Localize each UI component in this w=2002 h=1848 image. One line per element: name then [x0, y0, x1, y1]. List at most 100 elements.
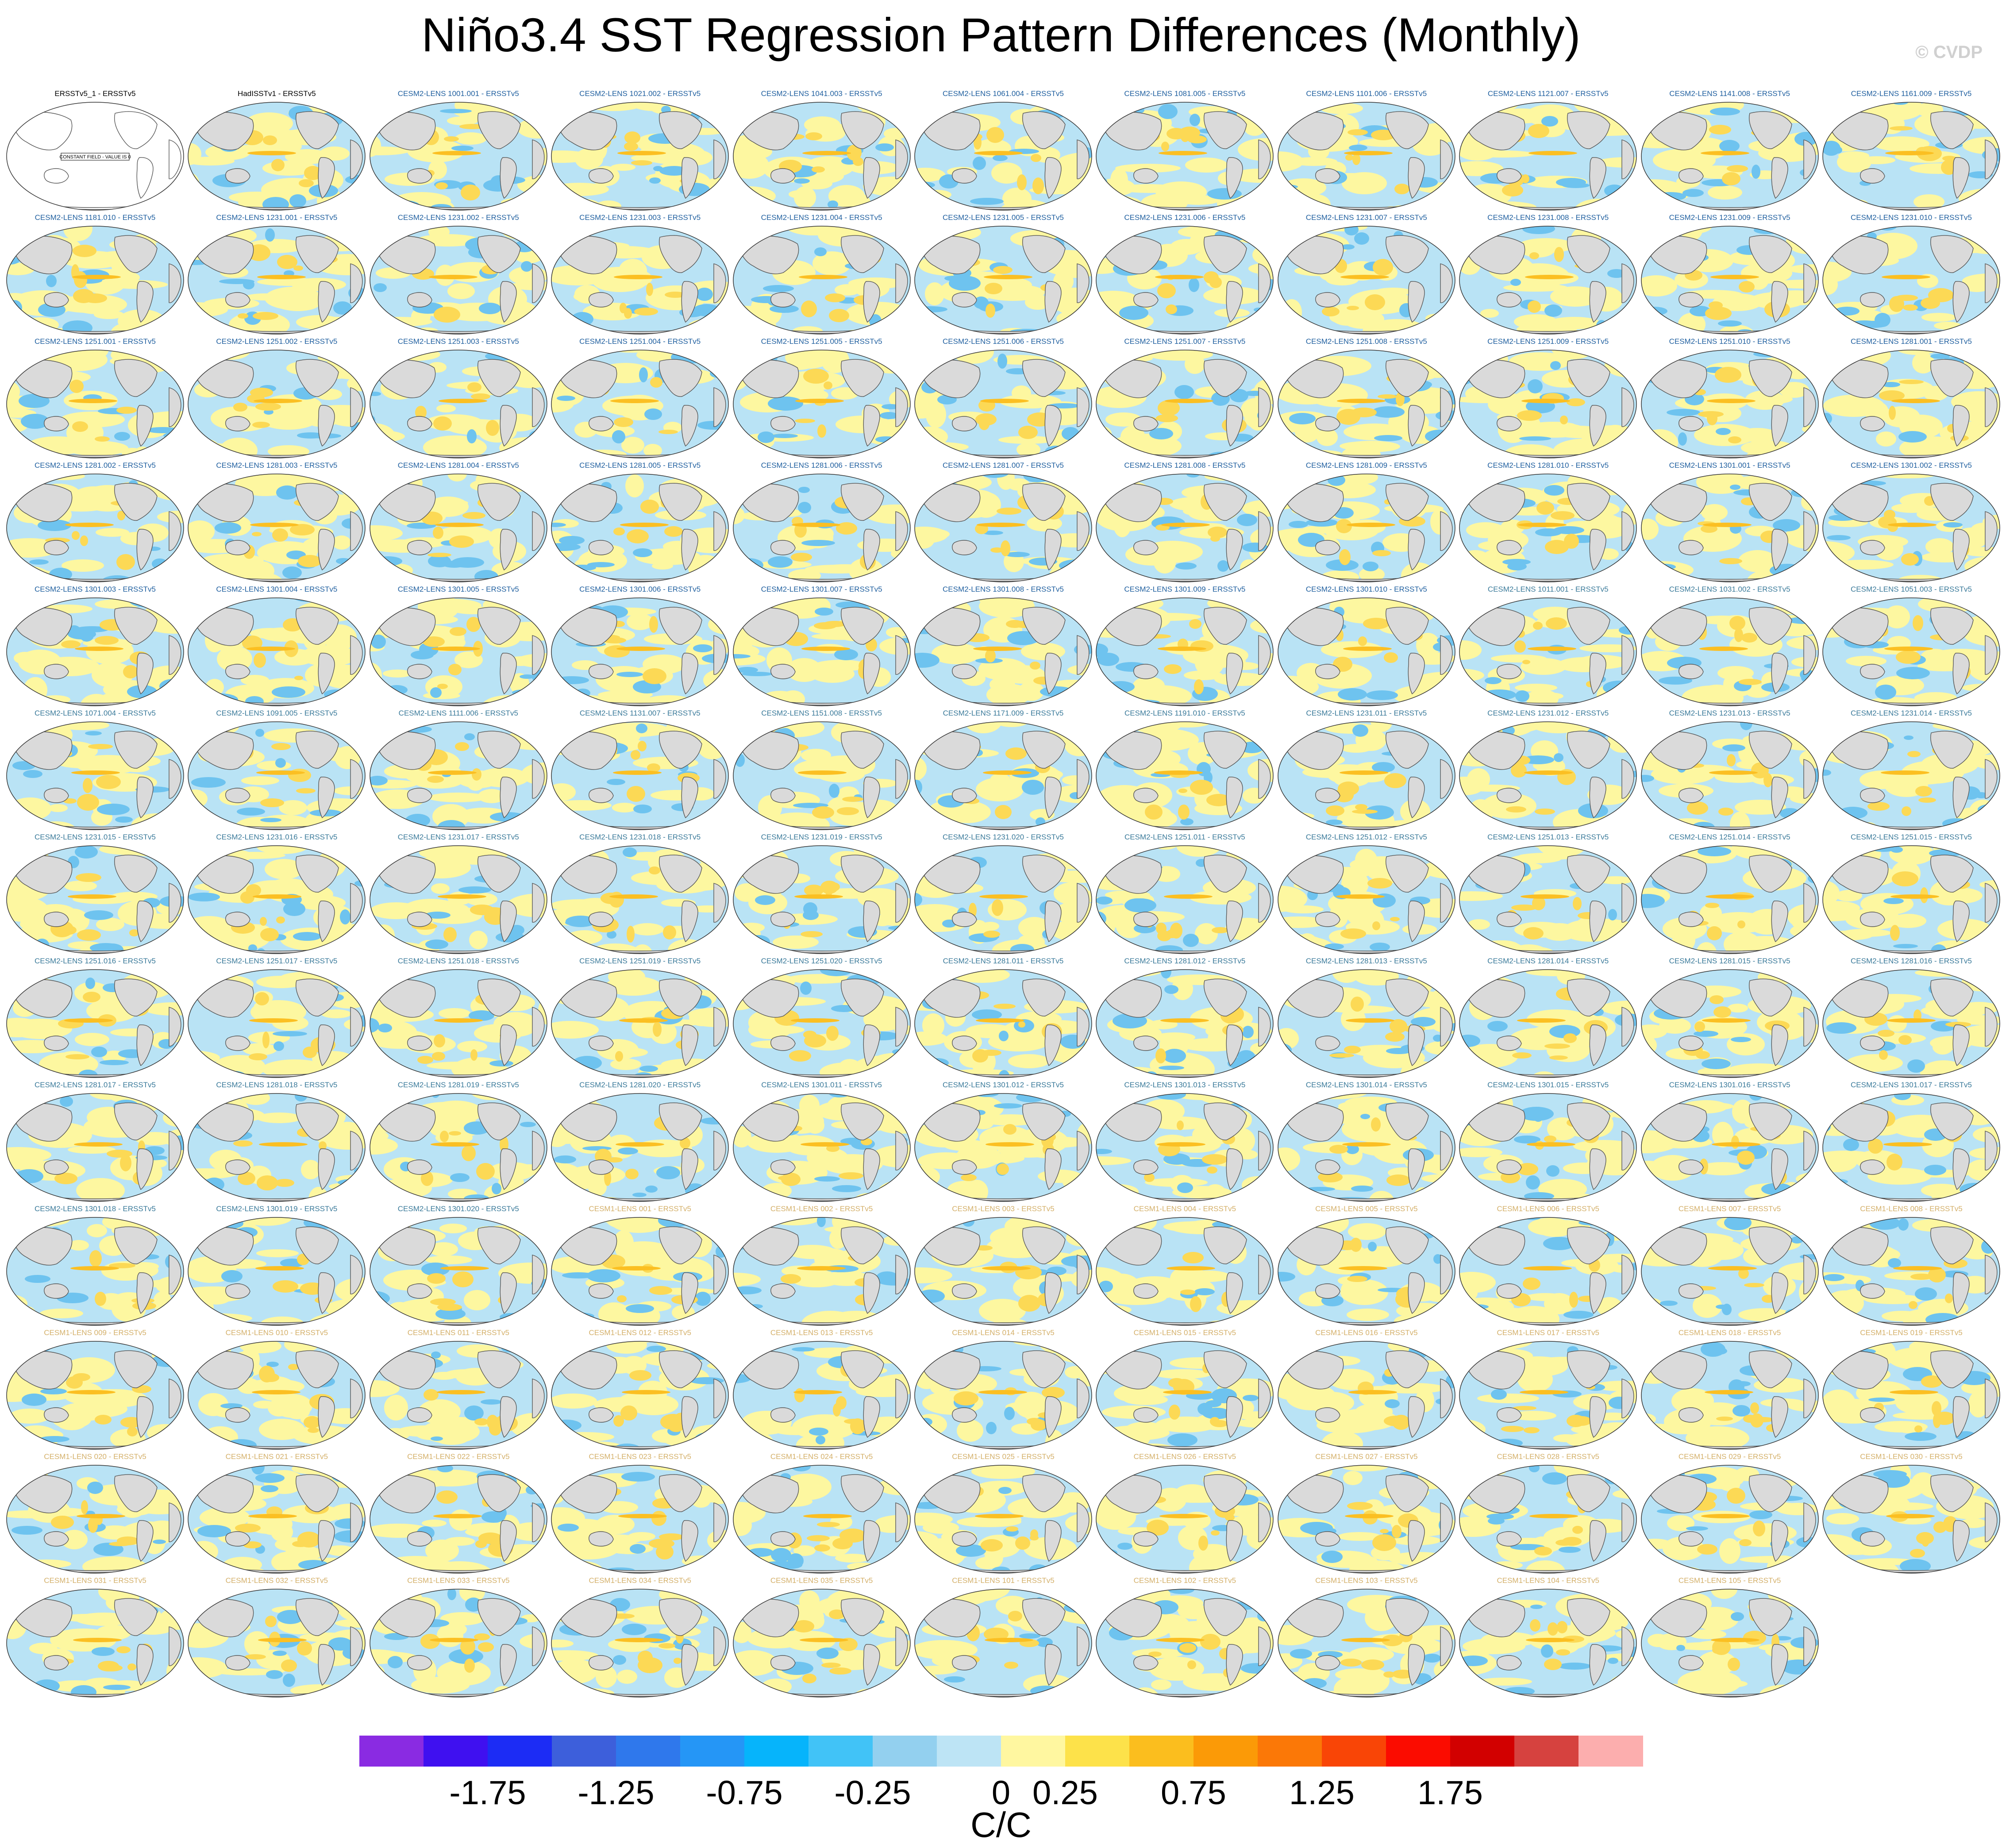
sst-difference-map	[549, 1215, 731, 1328]
australia-landmass	[407, 168, 432, 184]
australia-landmass	[44, 168, 69, 184]
panel-title: CESM2-LENS 1051.003 - ERSSTv5	[1850, 585, 1972, 593]
south-america-landmass	[1408, 1644, 1425, 1686]
map-panel: CESM2-LENS 1281.016 - ERSSTv5	[1821, 956, 2002, 1080]
panel-title: CESM2-LENS 1231.004 - ERSSTv5	[761, 213, 882, 222]
panel-title: CESM2-LENS 1301.011 - ERSSTv5	[761, 1081, 882, 1089]
sst-difference-map	[4, 1587, 186, 1699]
africa-landmass	[532, 1626, 545, 1666]
australia-landmass	[407, 416, 432, 431]
map-panel: CESM2-LENS 1101.006 - ERSSTv5	[1276, 89, 1457, 212]
sst-difference-map	[1094, 1215, 1275, 1328]
panel-title: CESM2-LENS 1231.002 - ERSSTv5	[397, 213, 519, 222]
map-panel: CESM2-LENS 1281.012 - ERSSTv5	[1094, 956, 1275, 1080]
south-america-landmass	[1952, 1148, 1970, 1190]
south-america-landmass	[136, 1024, 154, 1066]
australia-landmass	[589, 912, 614, 927]
north-america-landmass	[1748, 1350, 1792, 1388]
panel-title: CESM2-LENS 1301.015 - ERSSTv5	[1487, 1081, 1609, 1089]
south-america-landmass	[681, 1024, 698, 1066]
panel-title: CESM2-LENS 1281.011 - ERSSTv5	[943, 957, 1064, 965]
north-america-landmass	[114, 483, 158, 521]
map-panel: CESM1-LENS 006 - ERSSTv5	[1457, 1204, 1639, 1328]
map-panel: CESM1-LENS 031 - ERSSTv5	[4, 1575, 186, 1699]
north-america-landmass	[1930, 1474, 1974, 1512]
south-america-landmass	[1226, 1644, 1244, 1686]
panel-title: CESM2-LENS 1011.001 - ERSSTv5	[1487, 585, 1609, 593]
africa-landmass	[1621, 263, 1634, 303]
sst-difference-map	[1457, 720, 1639, 832]
sst-difference-map	[1821, 1339, 2002, 1451]
south-america-landmass	[681, 1272, 698, 1314]
north-america-landmass	[477, 978, 521, 1016]
south-america-landmass	[318, 1272, 335, 1314]
australia-landmass	[1860, 1283, 1885, 1299]
map-panel: CESM2-LENS 1141.008 - ERSSTv5	[1639, 89, 1821, 212]
africa-landmass	[895, 1007, 908, 1047]
south-america-landmass	[136, 1272, 154, 1314]
sst-difference-map	[731, 1339, 912, 1451]
north-america-landmass	[1022, 731, 1066, 769]
north-america-landmass	[840, 978, 884, 1016]
south-america-landmass	[1771, 1148, 1788, 1190]
south-america-landmass	[136, 777, 154, 819]
north-america-landmass	[1748, 483, 1792, 521]
panel-title: CESM2-LENS 1251.020 - ERSSTv5	[761, 957, 882, 965]
south-america-landmass	[318, 157, 335, 199]
south-america-landmass	[1589, 405, 1606, 447]
north-america-landmass	[477, 855, 521, 893]
north-america-landmass	[1204, 1102, 1247, 1140]
map-panel: CESM2-LENS 1041.003 - ERSSTv5	[731, 89, 912, 212]
panel-title: CESM1-LENS 001 - ERSSTv5	[589, 1205, 691, 1213]
panel-title: CESM1-LENS 002 - ERSSTv5	[770, 1205, 873, 1213]
panel-title: CESM2-LENS 1251.004 - ERSSTv5	[579, 337, 701, 346]
south-america-landmass	[1589, 1520, 1606, 1562]
south-america-landmass	[500, 1644, 517, 1686]
colorbar-swatch	[1514, 1736, 1579, 1767]
north-america-landmass	[1748, 978, 1792, 1016]
australia-landmass	[44, 1036, 69, 1051]
south-america-landmass	[681, 529, 698, 571]
south-america-landmass	[1952, 1272, 1970, 1314]
sst-difference-map	[912, 1215, 1094, 1328]
africa-landmass	[1621, 635, 1634, 675]
panel-title: CESM2-LENS 1231.008 - ERSSTv5	[1487, 213, 1609, 222]
sst-difference-map	[186, 1587, 367, 1699]
australia-landmass	[952, 168, 977, 184]
australia-landmass	[1315, 1159, 1340, 1175]
sst-difference-map	[368, 1587, 549, 1699]
panel-title: CESM2-LENS 1301.019 - ERSSTv5	[216, 1205, 338, 1213]
australia-landmass	[407, 1159, 432, 1175]
map-panel: CESM1-LENS 002 - ERSSTv5	[731, 1204, 912, 1328]
australia-landmass	[1678, 664, 1704, 679]
africa-landmass	[1985, 635, 1998, 675]
map-panel: CESM2-LENS 1021.002 - ERSSTv5	[549, 89, 731, 212]
south-america-landmass	[500, 901, 517, 943]
africa-landmass	[1803, 1626, 1816, 1666]
map-panel: CESM2-LENS 1251.017 - ERSSTv5	[186, 956, 367, 1080]
africa-landmass	[1440, 263, 1453, 303]
australia-landmass	[44, 1407, 69, 1423]
panel-title: CESM2-LENS 1301.002 - ERSSTv5	[1850, 461, 1972, 470]
australia-landmass	[1497, 168, 1522, 184]
map-panel: CESM2-LENS 1251.018 - ERSSTv5	[368, 956, 549, 1080]
map-panel: CESM2-LENS 1171.009 - ERSSTv5	[912, 708, 1094, 832]
panel-title: CESM2-LENS 1231.015 - ERSSTv5	[34, 833, 156, 841]
australia-landmass	[1133, 540, 1159, 555]
south-america-landmass	[136, 529, 154, 571]
south-america-landmass	[1952, 901, 1970, 943]
australia-landmass	[225, 912, 251, 927]
africa-landmass	[532, 1502, 545, 1542]
north-america-landmass	[1022, 1598, 1066, 1636]
north-america-landmass	[840, 731, 884, 769]
africa-landmass	[713, 883, 726, 923]
africa-landmass	[1258, 139, 1271, 179]
map-panel: CESM2-LENS 1231.001 - ERSSTv5	[186, 212, 367, 336]
sst-difference-map	[186, 472, 367, 584]
north-america-landmass	[659, 1350, 702, 1388]
panel-title: CESM1-LENS 011 - ERSSTv5	[407, 1328, 509, 1337]
panel-title: CESM2-LENS 1231.006 - ERSSTv5	[1124, 213, 1246, 222]
panel-title: CESM2-LENS 1231.005 - ERSSTv5	[942, 213, 1064, 222]
australia-landmass	[407, 788, 432, 803]
australia-landmass	[1497, 1036, 1522, 1051]
